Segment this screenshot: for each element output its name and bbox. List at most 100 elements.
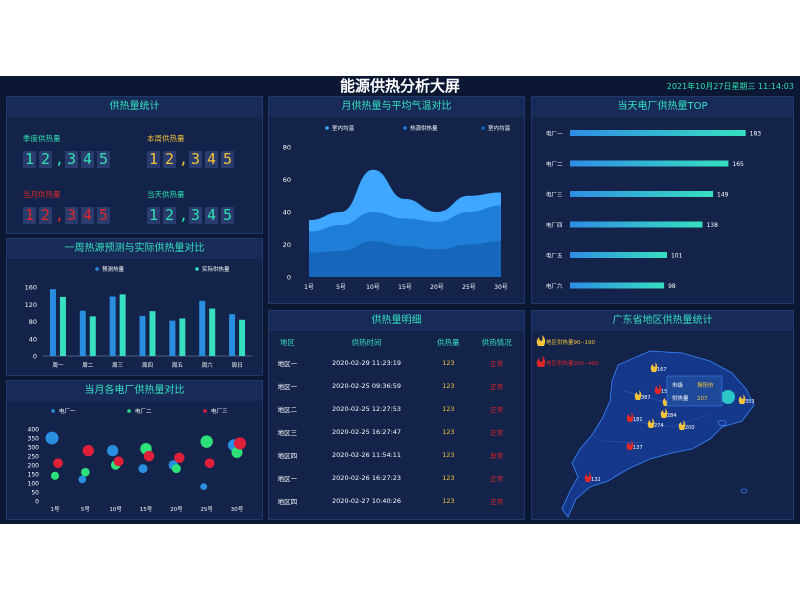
detail-table-panel: 供热量明细 地区 供热时间 供热量 供热情况 地区一 2020-02-29 11:… (268, 310, 525, 520)
category-label: 电厂五 (546, 252, 563, 260)
cell-area: 地区三 (277, 428, 298, 437)
cell-time: 2020-02-25 12:27:53 (332, 404, 402, 413)
y-tick-label: 120 (25, 301, 37, 309)
y-tick-label: 100 (28, 481, 40, 488)
stat-label: 季度供热量 (23, 134, 61, 143)
legend-marker (51, 409, 55, 413)
y-tick-label: 250 (28, 454, 40, 461)
cell-area: 地区二 (269, 512, 306, 519)
bar (570, 160, 729, 167)
scatter-point (45, 431, 59, 445)
legend-label: 热源供热量 (410, 124, 438, 132)
x-tick-label: 25号 (462, 284, 476, 291)
table-body: 地区一 2020-02-29 11:23:19 123 正常 地区一 2020-02-25… (269, 351, 524, 519)
bar-actual (209, 308, 216, 356)
x-tick-label: 10号 (366, 284, 380, 291)
legend-marker (403, 126, 407, 130)
marker-value: 387 (641, 395, 651, 401)
bar-forecast (229, 314, 236, 356)
panel-title: 供热量明细 (269, 311, 524, 331)
digit-cell: 2 (163, 206, 176, 224)
monthly-chart-panel: 月供热量与平均气温对比 0 20 40 60 80 1号 5号 10号 15号 20号 25号 30号… (268, 96, 525, 304)
heat-stats-panel: 供热量统计 季度供热量 1 2, 3 4 5 本周供热量 1 2, 3 4 5 当月供热量 1 2, 3 4 5 当… (6, 96, 263, 234)
legend-marker (203, 409, 207, 413)
y-tick-label: 80 (29, 318, 37, 326)
digit-cell: 5 (97, 150, 110, 168)
cell-status: 正常 (490, 405, 504, 414)
legend-marker (195, 267, 199, 271)
digit-separator: , (55, 150, 65, 168)
cell-area: 地区四 (277, 451, 298, 460)
cell-value: 123 (442, 427, 455, 436)
cell-area: 地区一 (277, 382, 298, 391)
legend-label: 实际供热量 (202, 265, 230, 273)
bar (570, 252, 667, 258)
bar-value-label: 183 (750, 131, 762, 138)
map-panel: 广东省地区供热量统计 地区供热量90--190 地区供热量200--400 167 1… (531, 310, 794, 520)
digit-cell: 1 (23, 150, 36, 168)
cell-time: 2020-02-27 13:36:39 (306, 512, 428, 519)
table-row[interactable]: 地区一 2020-02-26 16:27:23 123 正常 (269, 466, 524, 489)
legend-label: 地区供热量200--400 (546, 359, 599, 367)
dashboard-screen: 能源供热分析大屏 2021年10月27日星期三 11:14:03 供热量统计 季… (0, 76, 800, 524)
scatter-point (204, 458, 215, 469)
y-tick-label: 50 (31, 490, 39, 497)
panel-title: 月供热量与平均气温对比 (269, 97, 524, 117)
fire-icon (536, 356, 546, 367)
scatter-point (171, 464, 181, 474)
bar-actual (119, 294, 126, 356)
guangdong-map[interactable]: 地区供热量90--190地区供热量200--400167151387281284… (532, 331, 793, 519)
table-row[interactable]: 地区三 2020-02-25 16:27:47 123 正常 (269, 420, 524, 443)
bar-forecast (79, 310, 86, 356)
legend-label: 预测热量 (102, 265, 125, 273)
digit-cell: 3 (65, 150, 78, 168)
cell-value: 123 (442, 404, 455, 413)
table-row[interactable]: 地区四 2020-02-26 11:54:11 123 异常 (269, 443, 524, 466)
bar (570, 282, 665, 289)
island-shape (717, 420, 727, 426)
scatter-point (81, 467, 90, 477)
fire-icon (678, 420, 686, 430)
x-tick-label: 20号 (430, 284, 444, 291)
bar-value-label: 138 (706, 222, 718, 229)
cell-time: 2020-02-26 11:54:11 (332, 450, 402, 459)
cell-status: 正常 (490, 428, 504, 437)
plant-chart-panel: 当月各电厂供热量对比 0 50 100 150 200 250 300 350 400 1号 5号 1… (6, 380, 263, 520)
marker-value: 284 (667, 413, 677, 419)
cell-value: 123 (427, 512, 469, 519)
fire-icon (536, 335, 546, 346)
bar-forecast (109, 296, 116, 356)
table-row[interactable]: 地区二 2020-02-25 12:27:53 123 正常 (269, 397, 524, 420)
y-tick-label: 200 (28, 463, 40, 470)
table-row[interactable]: 地区一 2020-02-25 09:36:59 123 正常 (269, 374, 524, 397)
cell-area: 地区一 (277, 359, 298, 368)
legend-label: 地区供热量90--190 (546, 338, 595, 346)
fire-icon (660, 408, 668, 418)
legend-label: 室内均温 (332, 124, 355, 132)
legend-label: 电厂三 (211, 407, 228, 415)
scatter-point (113, 456, 124, 467)
bar-value-label: 98 (668, 283, 676, 290)
table-header-row: 地区 供热时间 供热量 供热情况 (269, 333, 524, 351)
marker-value: 167 (657, 367, 667, 373)
x-tick-label: 1号 (51, 506, 60, 513)
fire-icon (654, 384, 662, 394)
scatter-point (200, 435, 213, 448)
table-row[interactable]: 地区四 2020-02-27 10:40:26 123 正常 (269, 489, 524, 512)
x-tick-label: 15号 (398, 284, 412, 291)
scatter-point (50, 471, 60, 480)
digit-cell: 2 (39, 206, 52, 224)
fire-icon (738, 394, 746, 404)
table-row[interactable]: 地区一 2020-02-29 11:23:19 123 正常 (269, 351, 524, 374)
bar-actual (239, 319, 246, 356)
category-label: 电厂二 (546, 160, 563, 168)
marker-value: 353 (745, 399, 755, 405)
x-tick-label: 周六 (202, 361, 214, 369)
bar-actual (89, 316, 96, 356)
digit-cell: 2 (39, 150, 52, 168)
scatter-point (82, 444, 94, 457)
plant-scatter-chart: 0 50 100 150 200 250 300 350 400 1号 5号 10号 15号 20号 25号… (28, 407, 247, 513)
panel-title: 广东省地区供热量统计 (532, 311, 793, 331)
